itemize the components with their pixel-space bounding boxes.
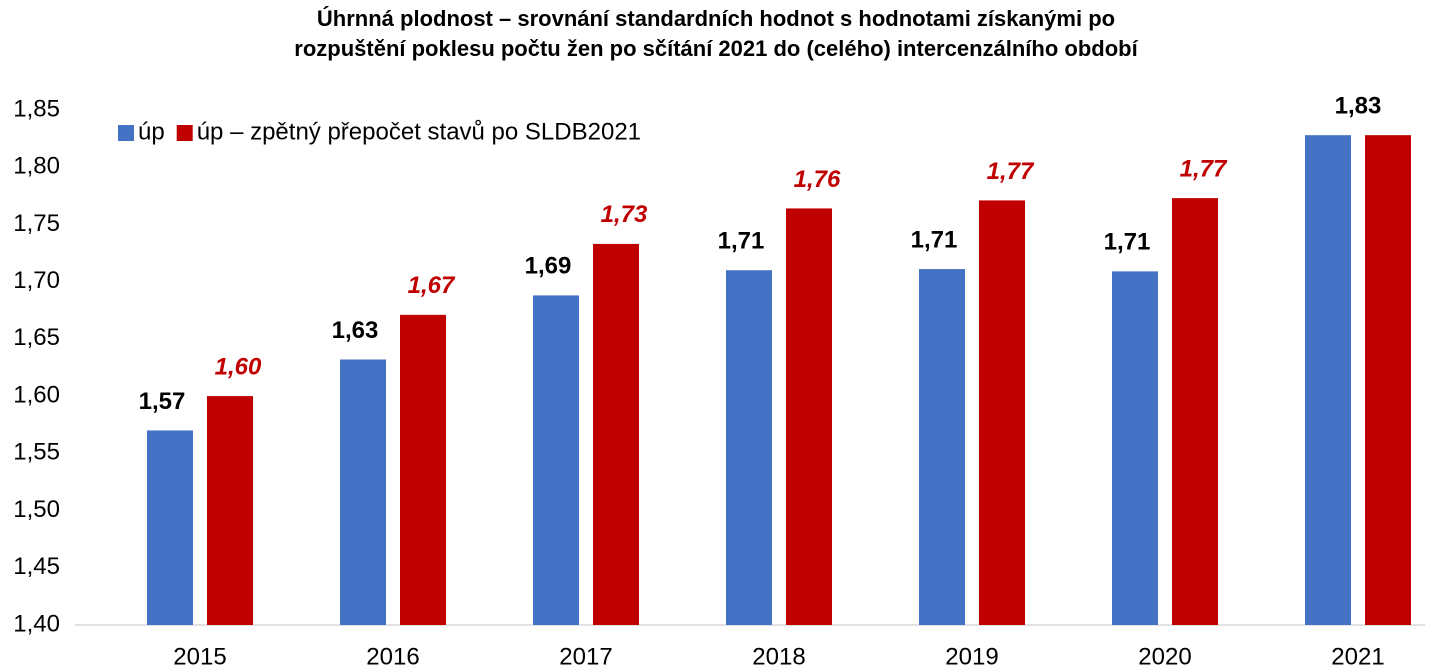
y-tick-label: 1,40	[13, 610, 60, 637]
bar	[147, 430, 193, 625]
y-tick-label: 1,50	[13, 496, 60, 523]
chart-title: Úhrnná plodnost – srovnání standardních …	[317, 6, 1115, 31]
data-label: 1,71	[1104, 229, 1151, 256]
x-tick-label: 2016	[366, 643, 419, 670]
bar	[593, 243, 639, 625]
x-tick-label: 2021	[1331, 643, 1384, 670]
data-label: 1,83	[1335, 93, 1382, 120]
data-label: 1,76	[794, 166, 841, 193]
bar	[533, 295, 579, 625]
data-label: 1,73	[601, 201, 648, 228]
bar	[726, 270, 772, 625]
y-tick-label: 1,85	[13, 95, 60, 122]
data-label: 1,77	[987, 158, 1035, 185]
chart-title: rozpuštění poklesu počtu žen po sčítání …	[294, 36, 1138, 61]
data-label: 1,57	[139, 388, 186, 415]
y-tick-label: 1,65	[13, 324, 60, 351]
legend-swatch	[176, 125, 193, 141]
legend-label: úp	[138, 118, 165, 145]
bar	[1172, 198, 1218, 625]
x-tick-label: 2020	[1138, 643, 1191, 670]
data-label: 1,77	[1180, 155, 1228, 182]
bar	[207, 396, 253, 625]
legend-swatch	[118, 125, 134, 141]
bar	[340, 359, 386, 625]
legend-label: úp – zpětný přepočet stavů po SLDB2021	[197, 118, 641, 145]
bar	[919, 269, 965, 625]
bar	[400, 314, 446, 625]
data-label: 1,71	[911, 226, 958, 253]
x-tick-label: 2015	[173, 643, 226, 670]
bar	[1365, 135, 1411, 625]
x-tick-label: 2018	[752, 643, 805, 670]
bar	[1112, 271, 1158, 625]
data-label: 1,63	[332, 317, 379, 344]
bar	[1305, 135, 1351, 625]
data-label: 1,67	[408, 272, 456, 299]
x-tick-label: 2017	[559, 643, 612, 670]
data-label: 1,69	[525, 253, 572, 280]
y-tick-label: 1,75	[13, 210, 60, 237]
y-tick-label: 1,55	[13, 439, 60, 466]
y-tick-label: 1,70	[13, 267, 60, 294]
y-tick-label: 1,80	[13, 153, 60, 180]
x-tick-label: 2019	[945, 643, 998, 670]
bar	[786, 208, 832, 625]
y-tick-label: 1,60	[13, 381, 60, 408]
data-label: 1,60	[215, 353, 262, 380]
bar	[979, 200, 1025, 625]
data-label: 1,71	[718, 228, 765, 255]
y-tick-label: 1,45	[13, 553, 60, 580]
